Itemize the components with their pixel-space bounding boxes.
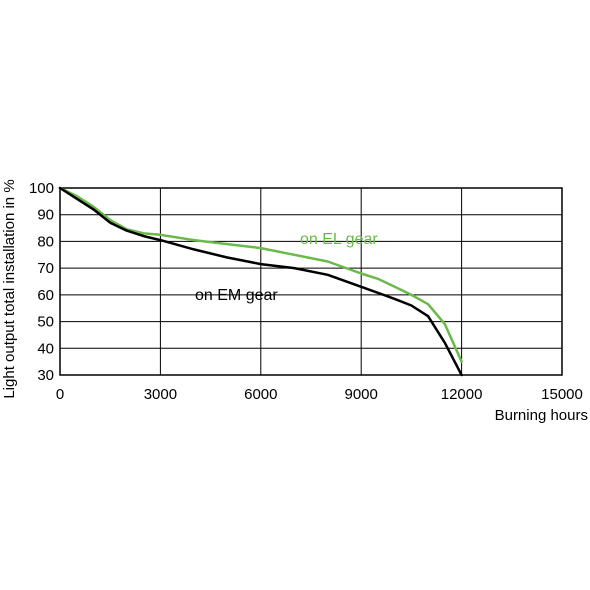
x-tick-label: 0	[56, 386, 64, 403]
series-line-em-gear	[58, 186, 463, 377]
x-tick-label: 15000	[541, 386, 583, 403]
x-tick-label: 12000	[441, 386, 483, 403]
plot-frame	[59, 187, 563, 376]
series-label-em-gear: on EM gear	[195, 287, 278, 304]
y-tick-label: 40	[37, 340, 54, 357]
y-tick-label: 50	[37, 314, 54, 331]
y-axis-label: Light output total installation in %	[1, 179, 18, 398]
y-tick-label: 60	[37, 287, 54, 304]
series-layer	[58, 186, 463, 377]
series-label-el-gear: on EL gear	[300, 231, 378, 248]
x-tick-label: 6000	[244, 386, 277, 403]
x-axis-label: Burning hours	[495, 407, 588, 424]
y-tick-labels: 30 40 50 60 70 80 90 100	[29, 180, 54, 384]
y-tick-label: 90	[37, 207, 54, 224]
y-tick-label: 80	[37, 233, 54, 250]
grid	[59, 187, 563, 376]
x-tick-labels: 0 3000 6000 9000 12000 15000	[56, 386, 583, 403]
x-tick-label: 3000	[144, 386, 177, 403]
series-line-el-gear	[58, 186, 463, 363]
y-tick-label: 100	[29, 180, 54, 197]
x-tick-label: 9000	[345, 386, 378, 403]
y-tick-label: 70	[37, 260, 54, 277]
y-tick-label: 30	[37, 367, 54, 384]
